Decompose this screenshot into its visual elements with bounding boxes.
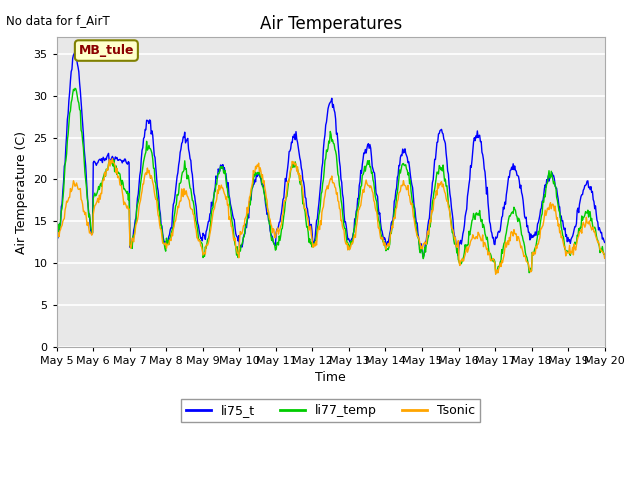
- li77_temp: [175, 180, 183, 186]
- li77_temp: [414, 234, 422, 240]
- Legend: li75_t, li77_temp, Tsonic: li75_t, li77_temp, Tsonic: [181, 399, 480, 422]
- Tsonic: [109, 156, 116, 161]
- Text: MB_tule: MB_tule: [79, 44, 134, 57]
- li75_t: [205, 218, 212, 224]
- Tsonic: [175, 200, 183, 205]
- li75_t: [63, 132, 70, 138]
- li75_t: [601, 240, 609, 245]
- li75_t: [414, 230, 422, 236]
- li77_temp: [525, 270, 533, 276]
- li75_t: [120, 158, 127, 164]
- Tsonic: [601, 255, 609, 261]
- li77_temp: [205, 236, 212, 241]
- Tsonic: [398, 182, 406, 188]
- li77_temp: [120, 186, 127, 192]
- Tsonic: [414, 233, 422, 239]
- X-axis label: Time: Time: [316, 372, 346, 384]
- Y-axis label: Air Temperature (C): Air Temperature (C): [15, 131, 28, 253]
- Tsonic: [53, 227, 61, 232]
- li77_temp: [601, 252, 609, 257]
- li75_t: [419, 254, 427, 260]
- li75_t: [175, 158, 183, 164]
- li77_temp: [71, 85, 79, 91]
- li77_temp: [53, 232, 61, 238]
- Text: No data for f_AirT: No data for f_AirT: [6, 14, 110, 27]
- Tsonic: [205, 240, 212, 246]
- Line: li77_temp: li77_temp: [57, 88, 605, 273]
- li75_t: [398, 153, 406, 158]
- li77_temp: [63, 151, 70, 157]
- Tsonic: [120, 202, 127, 207]
- li75_t: [71, 49, 79, 55]
- Tsonic: [63, 198, 70, 204]
- Tsonic: [492, 271, 499, 277]
- li75_t: [53, 231, 61, 237]
- Line: li75_t: li75_t: [57, 52, 605, 257]
- Title: Air Temperatures: Air Temperatures: [260, 15, 402, 33]
- Line: Tsonic: Tsonic: [57, 158, 605, 274]
- li77_temp: [398, 162, 406, 168]
